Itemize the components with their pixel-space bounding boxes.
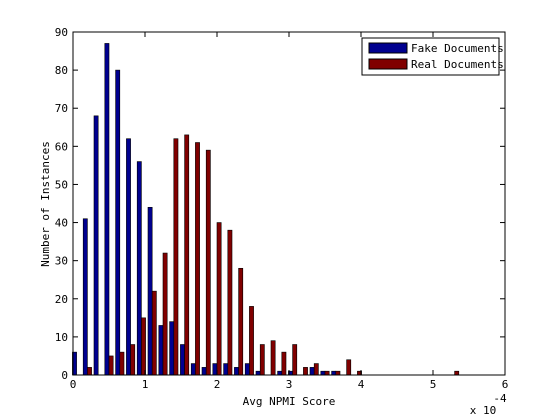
fake-bar-22 [309,367,315,376]
bar-layer [72,43,460,376]
fake-bar-16 [244,363,250,376]
real-bar-17 [259,344,265,376]
x-tick-label-3: 3 [286,378,293,391]
real-bar-1 [87,367,92,376]
real-bar-35 [454,370,460,376]
real-bar-11 [195,142,200,376]
fake-bar-9 [169,321,175,376]
x-tick-label-2: 2 [214,378,221,391]
legend-swatch-fake [368,42,408,54]
x-tick-label-5: 5 [430,378,437,391]
fake-bar-4 [115,69,121,376]
fake-bar-5 [126,138,131,376]
real-bar-10 [184,134,190,376]
real-bar-20 [292,344,298,376]
real-bar-24 [335,370,341,376]
legend-label-real: Real Documents [411,58,504,71]
y-tick-label-9: 90 [55,26,68,39]
real-bar-9 [173,138,179,376]
fake-bar-3 [104,43,110,376]
fake-bar-24 [331,370,337,376]
y-tick-label-3: 30 [55,255,68,268]
x-tick-label-6: 6 [502,378,509,391]
real-bar-3 [108,355,114,376]
real-bar-13 [216,222,222,376]
real-bar-8 [162,252,168,376]
real-bar-25 [346,359,352,376]
fake-bar-15 [234,367,239,376]
y-tick-label-8: 80 [55,64,68,77]
real-bar-7 [151,290,157,376]
real-bar-16 [249,306,254,376]
real-bar-4 [119,351,125,376]
fake-bar-13 [212,363,218,376]
x-tick-label-1: 1 [142,378,149,391]
real-bar-23 [324,370,330,376]
real-bar-5 [130,344,136,376]
fake-bar-12 [201,367,207,376]
real-bar-21 [303,367,308,376]
fake-bar-14 [223,363,229,376]
y-tick-label-2: 20 [55,293,68,306]
real-bar-15 [238,267,244,376]
y-axis-label: Number of Instances [39,141,52,267]
fake-bar-11 [190,363,196,376]
real-bar-6 [141,317,146,376]
y-tick-label-7: 70 [55,102,68,115]
real-bar-19 [281,351,287,376]
fake-bar-1 [82,218,88,376]
real-bar-14 [227,229,233,376]
y-tick-label-0: 0 [61,369,68,382]
legend-swatch-real [368,58,408,70]
fake-bar-17 [255,370,261,376]
real-bar-22 [313,363,319,376]
fake-bar-8 [158,325,164,376]
legend: Fake Documents Real Documents [361,37,504,76]
fake-bar-2 [93,115,99,376]
fake-bar-10 [180,344,185,376]
x-axis-label: Avg NPMI Score [243,395,336,408]
y-tick-label-1: 10 [55,331,68,344]
y-tick-label-5: 50 [55,178,68,191]
x-tick-label-0: 0 [70,378,77,391]
real-bar-12 [205,149,211,376]
legend-label-fake: Fake Documents [411,42,504,55]
fake-bar-7 [147,207,153,376]
x-tick-label-4: 4 [358,378,365,391]
x-exponent-power: -4 [493,392,507,405]
y-tick-label-4: 40 [55,217,68,230]
fake-bar-23 [320,370,326,376]
x-exponent-base: x 10 [470,404,497,417]
real-bar-18 [270,340,276,376]
fake-bar-6 [136,161,142,376]
fake-bar-19 [277,370,283,376]
y-tick-label-6: 60 [55,140,68,153]
